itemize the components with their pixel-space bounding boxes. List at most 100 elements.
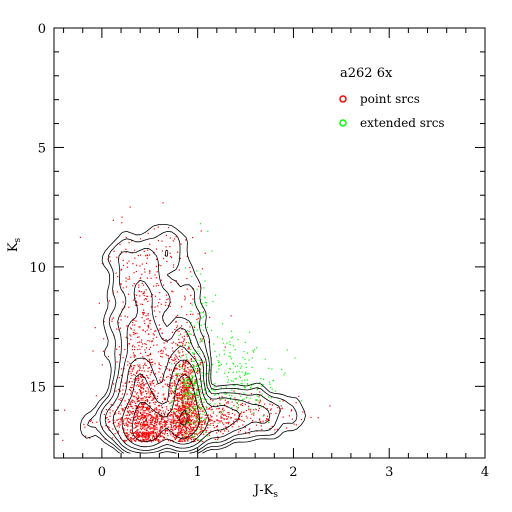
data-point [191, 380, 193, 382]
data-point [183, 439, 185, 441]
data-point [136, 425, 138, 427]
data-point [120, 268, 123, 270]
data-point [224, 414, 227, 416]
data-point [234, 418, 236, 420]
data-point [146, 429, 148, 431]
data-point [196, 421, 199, 423]
data-point [269, 428, 271, 430]
data-point [143, 320, 145, 322]
data-point [186, 382, 188, 384]
data-point [154, 401, 157, 403]
data-point [142, 440, 144, 442]
data-point [226, 428, 228, 431]
data-point [183, 434, 185, 436]
data-point [196, 394, 198, 396]
data-point [132, 399, 134, 402]
data-point [134, 404, 136, 407]
data-point [198, 399, 200, 401]
data-point [212, 300, 214, 303]
data-point [122, 389, 124, 391]
data-point [199, 338, 201, 341]
data-point [173, 369, 175, 371]
data-point [185, 239, 187, 241]
data-point [178, 429, 180, 431]
data-point [184, 381, 186, 383]
data-point [191, 275, 193, 277]
data-point [234, 385, 236, 387]
data-point [121, 408, 123, 410]
data-point [186, 379, 189, 381]
data-point [165, 234, 168, 237]
data-point [192, 428, 194, 430]
data-point [210, 409, 212, 411]
data-point [146, 424, 149, 426]
data-point [147, 432, 149, 434]
data-point [177, 416, 179, 418]
data-point [209, 316, 211, 318]
data-point [166, 260, 168, 263]
data-point [142, 434, 145, 437]
data-point [121, 409, 124, 411]
data-point [189, 366, 192, 368]
data-point [112, 410, 114, 412]
data-point [149, 439, 151, 441]
data-point [159, 427, 162, 429]
data-point [199, 312, 202, 314]
data-point [115, 390, 117, 392]
data-point [181, 397, 184, 399]
data-point [152, 333, 154, 335]
data-point [139, 238, 142, 240]
data-point [134, 374, 136, 377]
data-point [133, 349, 136, 351]
data-point [177, 373, 179, 376]
data-point [220, 386, 222, 389]
data-point [202, 329, 205, 331]
data-point [204, 314, 206, 316]
data-point [153, 434, 155, 437]
data-point [173, 389, 176, 391]
data-point [163, 414, 166, 416]
data-point [239, 377, 241, 379]
data-point [150, 384, 152, 386]
data-point [125, 422, 127, 425]
data-point [181, 417, 183, 420]
data-point [145, 408, 148, 410]
data-point [142, 293, 144, 295]
data-point [186, 401, 189, 403]
data-point [181, 372, 184, 375]
data-point [178, 406, 180, 408]
data-point [149, 360, 151, 362]
data-point [149, 254, 151, 256]
data-point [183, 409, 185, 411]
data-point [165, 366, 167, 368]
data-point [164, 399, 167, 401]
data-point [177, 251, 179, 253]
data-point [180, 409, 182, 411]
data-point [137, 434, 139, 436]
data-point [234, 378, 236, 380]
data-point [192, 416, 194, 418]
data-point [255, 424, 258, 426]
data-point [290, 410, 292, 412]
data-point [146, 433, 148, 435]
data-point [186, 378, 188, 381]
data-point [187, 412, 189, 414]
data-point [178, 427, 180, 429]
data-point [127, 425, 129, 428]
data-point [156, 426, 158, 428]
data-point [194, 440, 196, 442]
data-point [203, 398, 205, 400]
data-point [174, 386, 177, 388]
data-point [109, 260, 111, 262]
data-point [154, 417, 156, 419]
data-point [189, 430, 191, 432]
data-point [221, 396, 223, 398]
data-point [159, 424, 161, 426]
data-point [134, 381, 136, 383]
data-point [132, 344, 134, 346]
data-point [197, 405, 200, 407]
data-point [190, 358, 192, 361]
data-point [229, 368, 231, 370]
data-point [122, 422, 124, 424]
data-point [186, 255, 188, 257]
